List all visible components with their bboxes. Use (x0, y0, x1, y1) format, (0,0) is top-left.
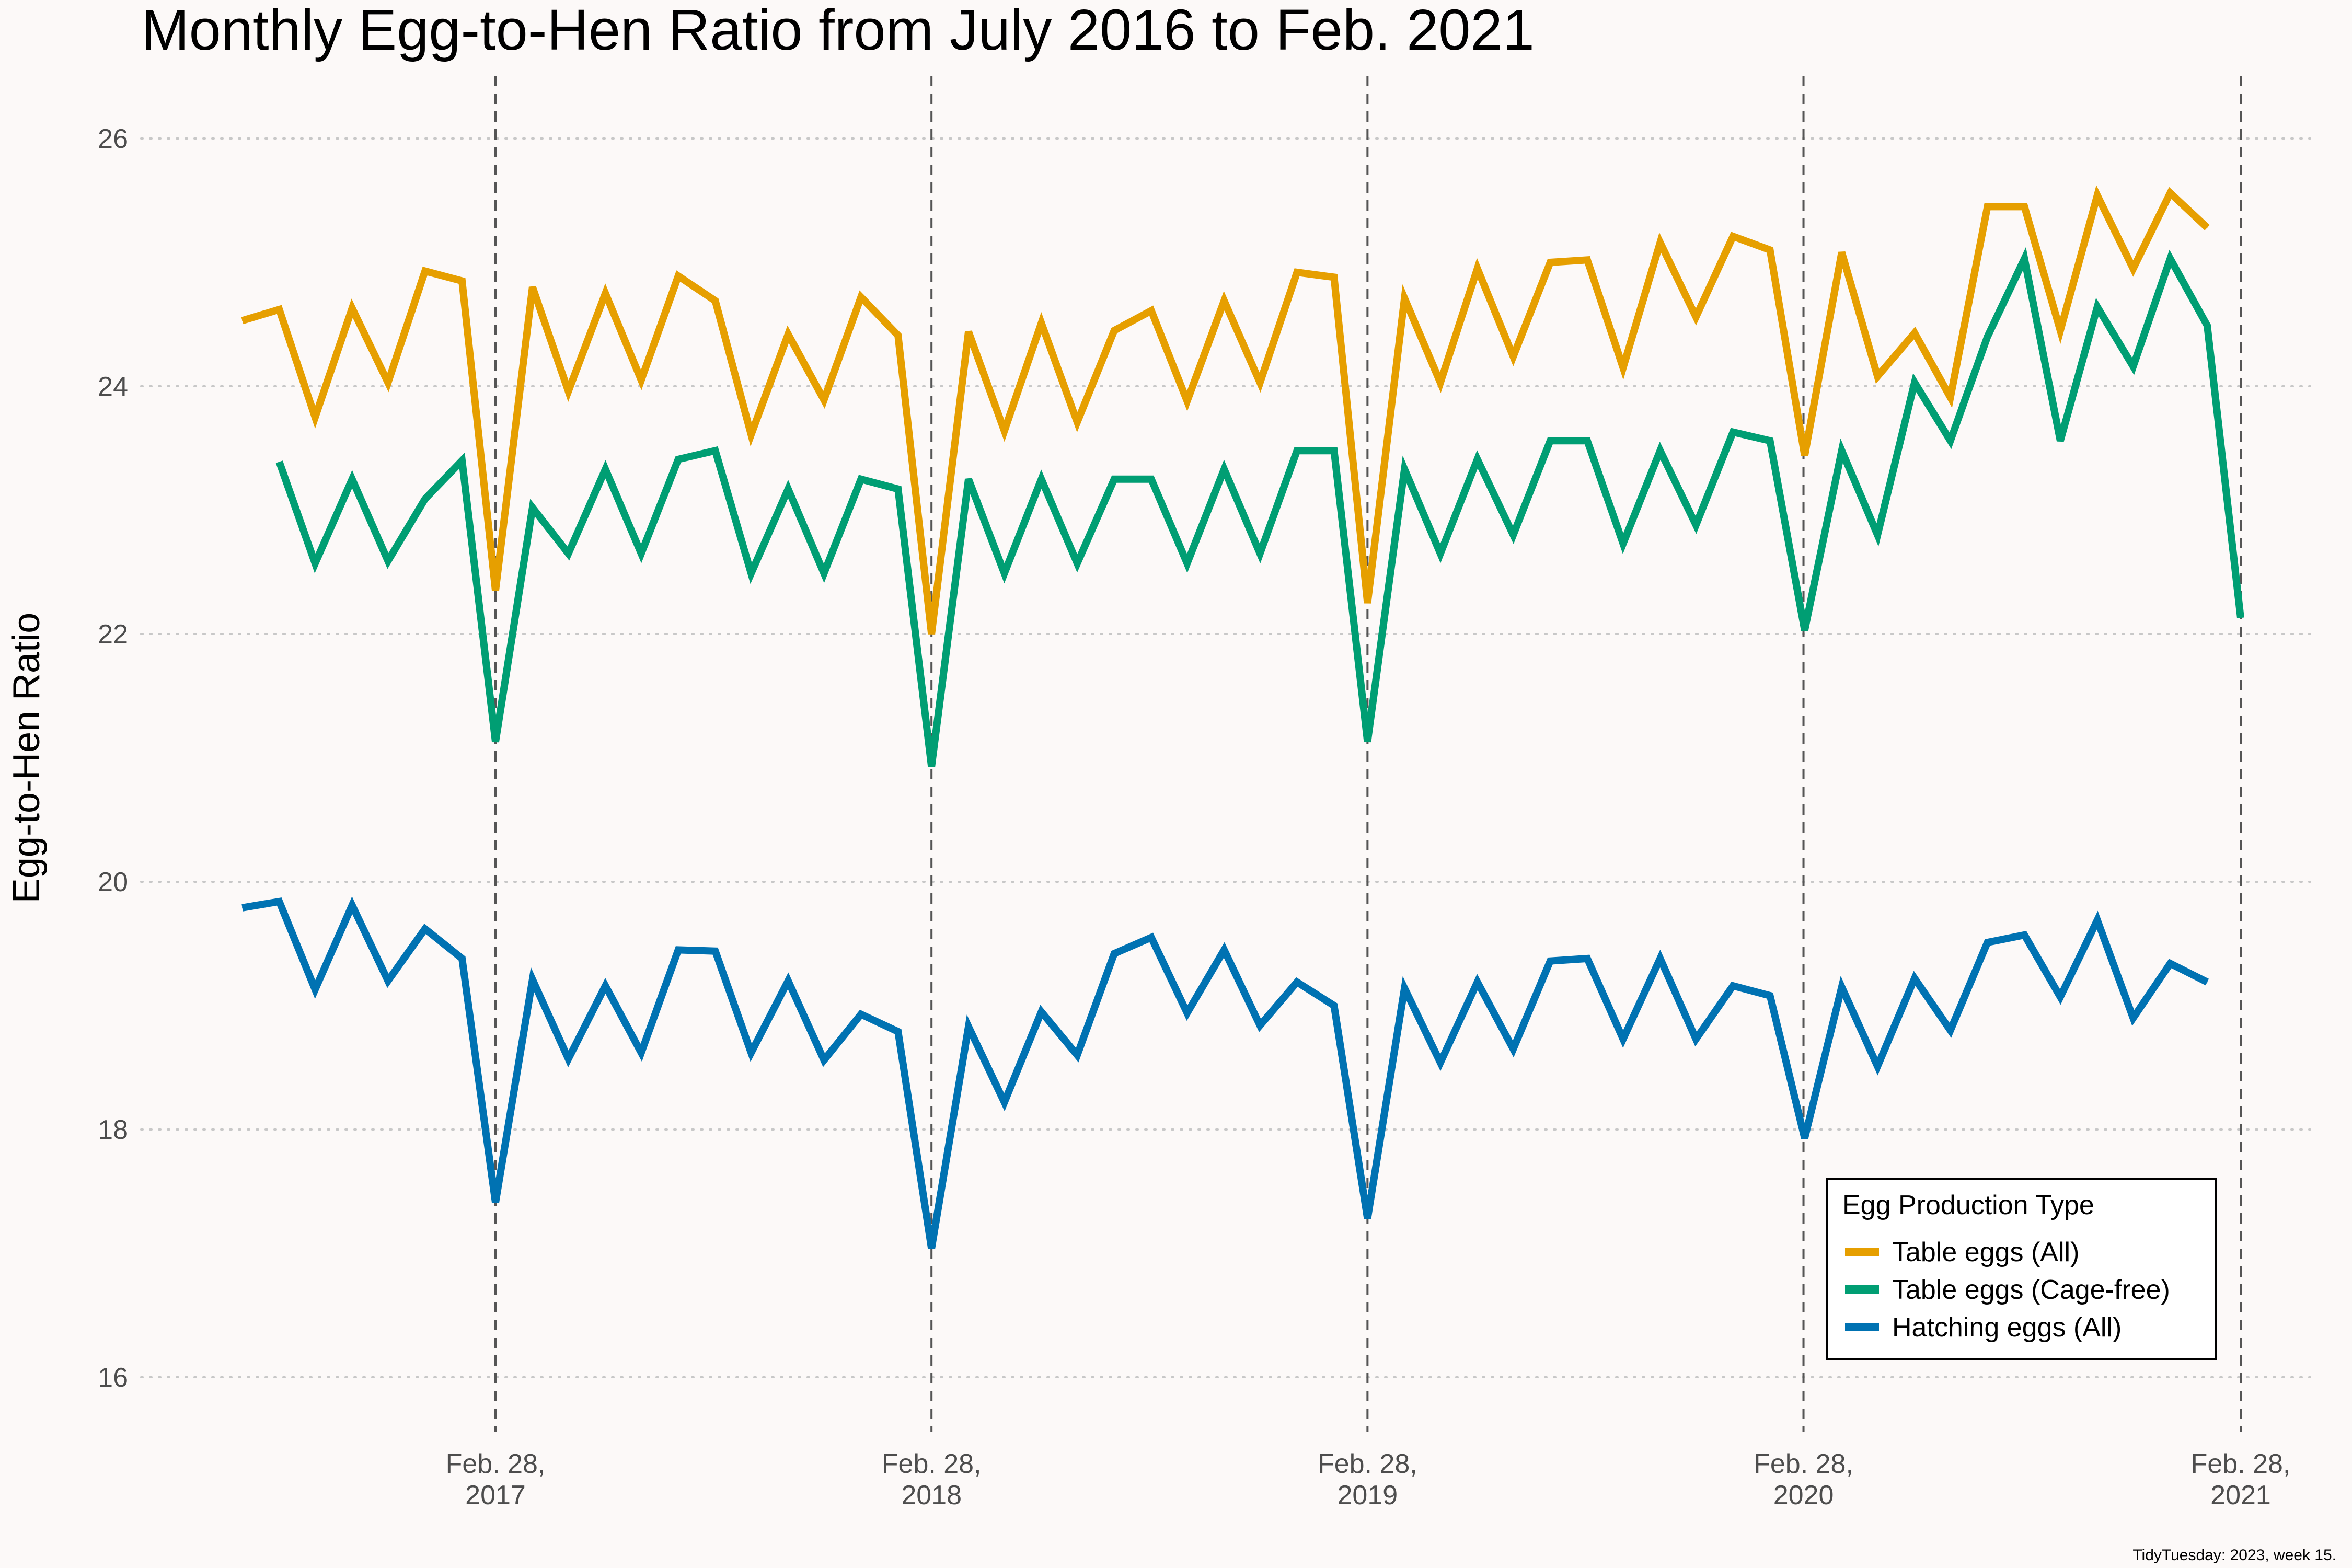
legend-label: Table eggs (Cage-free) (1892, 1275, 2170, 1305)
x-axis-tick-labels: Feb. 28, 2017 Feb. 28, 2018 Feb. 28, 2019 Feb.… (446, 1449, 2291, 1511)
data-point (1513, 1048, 1514, 1050)
data-point (605, 293, 606, 294)
chart-caption: TidyTuesday: 2023, week 15. (2132, 1547, 2336, 1564)
data-point (1804, 455, 1805, 456)
y-tick-label: 16 (98, 1363, 128, 1393)
data-point (1041, 322, 1042, 324)
data-point (1877, 1066, 1878, 1067)
data-point (462, 958, 463, 959)
data-point (1477, 268, 1478, 269)
series-lines (241, 185, 2244, 1249)
data-point (1041, 1011, 1042, 1012)
data-point (931, 1248, 932, 1249)
y-tick-label: 24 (98, 372, 128, 402)
data-point (2207, 227, 2208, 228)
y-tick-label: 20 (98, 867, 128, 897)
legend-items: Table eggs (All) Table eggs (Cage-free) Ha… (1845, 1237, 2170, 1343)
data-point (1367, 1218, 1368, 1219)
series-line-2 (275, 247, 2244, 767)
data-point (242, 320, 243, 321)
chart-title: Monthly Egg-to-Hen Ratio from July 2016 … (141, 0, 1535, 62)
y-tick-label: 18 (98, 1115, 128, 1145)
data-point (1477, 982, 1478, 983)
data-point (931, 633, 932, 635)
data-point (2132, 366, 2134, 367)
data-point (1987, 942, 1988, 943)
data-point (2207, 325, 2208, 326)
data-point (242, 907, 243, 908)
data-point (2170, 258, 2171, 259)
data-point (2024, 206, 2025, 207)
data-point (1950, 397, 1951, 398)
series-line-1 (241, 185, 2210, 635)
data-point (1659, 958, 1661, 959)
data-point (495, 1202, 496, 1203)
data-point (462, 460, 463, 461)
data-point (1950, 1030, 1951, 1031)
legend-label: Table eggs (All) (1892, 1237, 2079, 1267)
y-tick-label: 26 (98, 124, 128, 154)
data-point (931, 766, 932, 767)
horizontal-gridlines (140, 137, 2311, 1378)
x-tick-label: Feb. 28, 2018 (882, 1449, 982, 1511)
legend: Egg Production Type Table eggs (All)Tabl… (1826, 1178, 2217, 1360)
y-axis-title: Egg-to-Hen Ratio (6, 613, 48, 903)
x-tick-label: Feb. 28, 2019 (1318, 1449, 1417, 1511)
data-point (1877, 376, 1878, 377)
data-point (2207, 982, 2208, 983)
data-point (1841, 252, 1842, 253)
data-point (2132, 268, 2134, 269)
x-tick-label: Feb. 28, 2020 (1754, 1449, 1853, 1511)
data-point (1550, 262, 1551, 263)
data-point (1987, 206, 1988, 207)
x-tick-label: Feb. 28, 2021 (2191, 1449, 2291, 1511)
data-point (2024, 258, 2025, 259)
data-point (568, 1058, 569, 1059)
legend-box (1826, 1178, 2217, 1360)
data-point (1513, 356, 1514, 357)
data-point (279, 901, 280, 902)
legend-title: Egg Production Type (1842, 1190, 2094, 1220)
y-tick-label: 22 (98, 619, 128, 650)
legend-label: Hatching eggs (All) (1892, 1312, 2122, 1343)
data-point (279, 309, 280, 310)
data-point (2170, 963, 2171, 964)
data-point (751, 434, 752, 435)
x-tick-label: Feb. 28, 2017 (446, 1449, 546, 1511)
data-point (532, 979, 533, 980)
y-axis-tick-labels: 16 18 20 22 24 26 (98, 124, 128, 1393)
